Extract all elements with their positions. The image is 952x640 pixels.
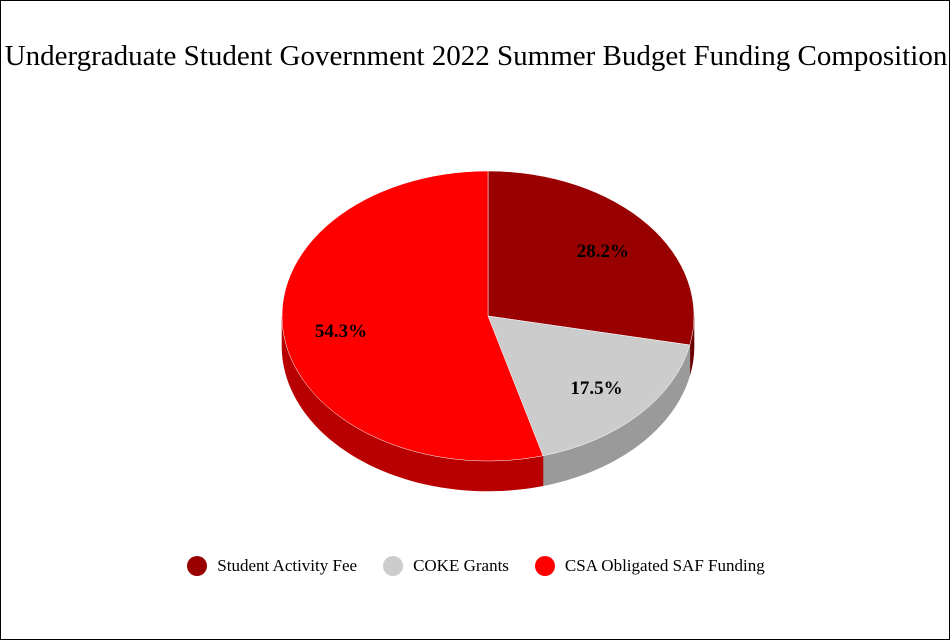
legend: Student Activity Fee COKE Grants CSA Oblig…	[0, 556, 952, 576]
pie-chart: 28.2% 17.5% 54.3%	[281, 170, 695, 492]
slice-label-csa-obligated-saf-funding: 54.3%	[315, 321, 367, 342]
legend-item-csa-obligated-saf-funding[interactable]: CSA Obligated SAF Funding	[534, 556, 765, 576]
legend-label: CSA Obligated SAF Funding	[564, 556, 765, 575]
legend-item-student-activity-fee[interactable]: Student Activity Fee	[187, 556, 357, 576]
pie-labels: 28.2% 17.5% 54.3%	[315, 241, 629, 399]
legend-swatch	[534, 556, 555, 576]
legend-swatch	[383, 556, 404, 576]
chart-title: Undergraduate Student Government 2022 Su…	[4, 40, 948, 72]
legend-swatch	[187, 556, 208, 576]
pie-tops	[281, 170, 695, 462]
legend-label: Student Activity Fee	[217, 556, 358, 575]
slice-label-coke-grants: 17.5%	[570, 378, 622, 399]
pie-slice-csa-obligated-saf-funding[interactable]	[281, 170, 544, 462]
slice-label-student-activity-fee: 28.2%	[577, 241, 629, 262]
pie-slice-student-activity-fee[interactable]	[487, 170, 695, 346]
legend-label: COKE Grants	[413, 556, 509, 575]
legend-item-coke-grants[interactable]: COKE Grants	[383, 556, 509, 576]
pie-slice-coke-grants[interactable]	[487, 315, 691, 457]
